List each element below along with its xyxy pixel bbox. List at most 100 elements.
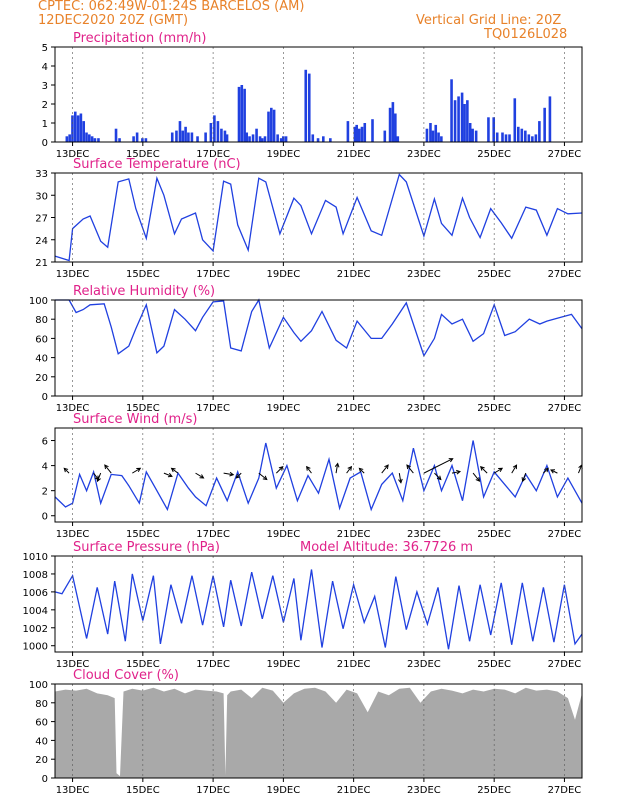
precip-bar — [457, 96, 460, 142]
precip-bar — [316, 138, 320, 142]
precip-bar — [431, 130, 435, 142]
precip-bar — [487, 117, 490, 142]
x-tick-label: 19DEC — [266, 269, 300, 280]
precip-bar — [396, 136, 400, 142]
precip-bar — [267, 111, 270, 142]
precip-bar — [175, 130, 178, 142]
precip-bar — [322, 136, 325, 142]
wind-arrowhead — [262, 475, 268, 481]
x-tick-label: 27DEC — [548, 529, 582, 540]
precip-bar — [307, 73, 311, 142]
x-tick-label: 13DEC — [56, 785, 90, 796]
wind-arrowhead — [104, 464, 109, 470]
wind-arrow — [550, 469, 558, 474]
x-tick-label: 25DEC — [477, 149, 511, 160]
panel-cloud: Cloud Cover (%) 0 20 40 60 80 100 13DEC 15DEC 17D… — [29, 668, 583, 796]
panel-frame-pressure — [54, 555, 583, 653]
wind-arrowhead — [512, 464, 518, 470]
precip-bar — [501, 132, 504, 142]
precip-bar — [508, 134, 511, 142]
precip-bar — [82, 121, 86, 142]
wind-vectors — [63, 458, 583, 484]
precip-bar — [388, 107, 392, 142]
panel-title-pressure: Surface Pressure (hPa) — [73, 540, 220, 555]
precip-bar — [216, 121, 220, 142]
run-date: 12DEC2020 20Z (GMT) — [38, 13, 189, 28]
precip-bar — [531, 136, 534, 142]
x-tick-label: 13DEC — [56, 659, 90, 670]
series-humidity — [55, 298, 583, 358]
wind-arrow — [63, 467, 70, 474]
precip-bar — [520, 128, 524, 142]
x-tick-label: 21DEC — [337, 785, 371, 796]
precip-bar — [513, 98, 517, 142]
precip-bar — [279, 138, 283, 142]
precip-bar — [141, 138, 144, 142]
y-tick-label: 1004 — [23, 606, 48, 617]
y-tick-label: 100 — [29, 680, 48, 691]
panel-pressure: Surface Pressure (hPa) 1000 1002 1004 1006 10… — [23, 540, 583, 670]
y-tick-label: 0 — [42, 138, 48, 149]
x-tick-label: 19DEC — [266, 149, 300, 160]
y-tick-label: 6 — [42, 437, 48, 448]
wind-arrow — [480, 466, 488, 474]
y-tick-label: 20 — [35, 755, 48, 766]
precip-bar — [360, 126, 364, 142]
y-tick-label: 4 — [42, 462, 48, 473]
precip-bar — [220, 128, 223, 142]
series-wind — [54, 440, 583, 512]
y-tick-label: 2 — [42, 487, 48, 498]
precip-bar — [304, 69, 308, 142]
precip-bar — [425, 128, 429, 142]
precip-bar — [272, 109, 276, 142]
x-tick-label: 23DEC — [407, 269, 441, 280]
wind-arrowhead — [167, 472, 173, 478]
series-line-wind — [54, 440, 583, 512]
precip-bar — [495, 132, 499, 142]
wind-arrowhead — [456, 469, 462, 475]
precip-bar — [240, 85, 244, 142]
x-tick-label: 17DEC — [196, 149, 230, 160]
wind-arrowhead — [334, 462, 340, 468]
y-tick-label: 27 — [35, 214, 48, 225]
y-tick-label: 20 — [35, 373, 48, 384]
precip-bar — [187, 132, 190, 142]
wind-arrowhead — [436, 475, 442, 481]
x-tick-label: 27DEC — [548, 659, 582, 670]
x-tick-label: 19DEC — [266, 659, 300, 670]
series-temperature — [54, 173, 583, 262]
panel-frame-cloud — [54, 683, 583, 779]
precip-bar — [311, 134, 315, 142]
wind-arrowhead — [550, 469, 556, 474]
precip-bar — [468, 123, 472, 142]
panel-frame-wind — [54, 427, 583, 523]
x-tick-label: 15DEC — [126, 269, 160, 280]
x-tick-label: 25DEC — [477, 659, 511, 670]
y-tick-label: 0 — [42, 774, 48, 785]
x-tick-label: 15DEC — [126, 659, 160, 670]
precip-bar — [260, 138, 264, 142]
x-tick-label: 25DEC — [477, 529, 511, 540]
cloud-area — [55, 687, 582, 778]
y-tick-label: 1006 — [23, 588, 48, 599]
x-tick-label: 13DEC — [56, 529, 90, 540]
precip-bar — [263, 136, 267, 142]
wind-arrowhead — [448, 458, 454, 463]
wind-arrow — [97, 472, 102, 482]
precip-bar — [118, 138, 121, 142]
wind-arrowhead — [306, 465, 311, 471]
wind-arrowhead — [96, 477, 101, 483]
precip-bar — [548, 96, 552, 142]
x-tick-label: 15DEC — [126, 785, 160, 796]
y-tick-label: 1000 — [23, 642, 48, 653]
y-tick-label: 24 — [35, 236, 48, 247]
wind-arrowhead — [544, 467, 549, 473]
y-tick-label: 0 — [42, 392, 48, 403]
wind-arrow — [511, 464, 517, 474]
x-tick-label: 21DEC — [337, 403, 371, 414]
precip-bar — [463, 104, 466, 142]
precip-bar — [76, 115, 80, 142]
precip-bar — [527, 134, 531, 142]
panel-title-wind: Surface Wind (m/s) — [73, 412, 197, 427]
y-tick-label: 30 — [35, 191, 48, 202]
